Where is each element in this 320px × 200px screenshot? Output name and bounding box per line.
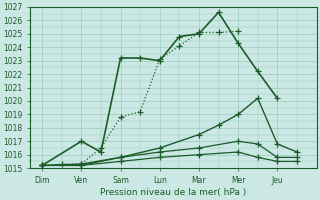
X-axis label: Pression niveau de la mer( hPa ): Pression niveau de la mer( hPa ): [100, 188, 247, 197]
